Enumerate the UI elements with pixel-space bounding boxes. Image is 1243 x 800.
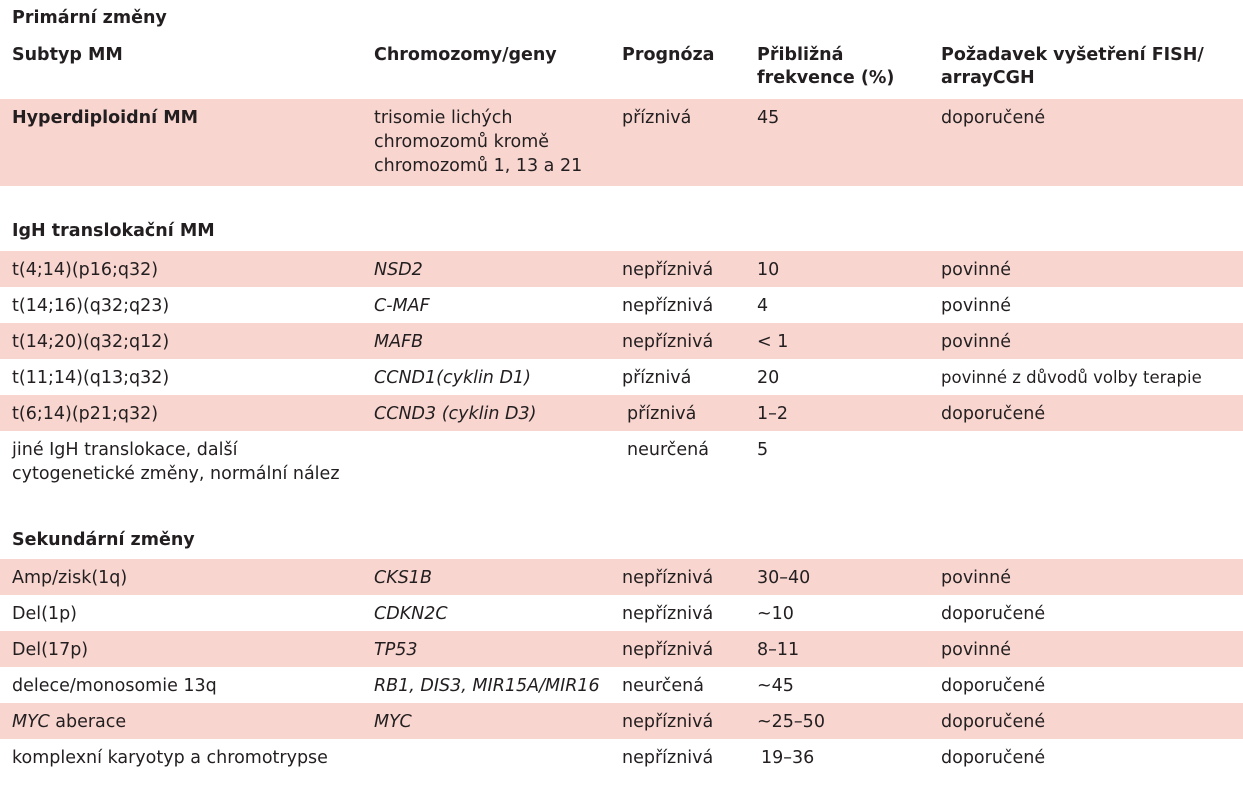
cell-genes: CKS1B	[374, 568, 432, 588]
table-row: MYC aberace MYC nepříznivá ~25–50 doporu…	[0, 703, 1243, 739]
cell-requirement: povinné	[941, 332, 1011, 352]
cell-frequency: 10	[757, 260, 780, 280]
table-row: t(6;14)(p21;q32) CCND3 (cyklin D3) přízn…	[0, 395, 1243, 431]
cell-prognosis: nepříznivá	[622, 748, 714, 768]
cell-genes: CDKN2C	[374, 604, 448, 624]
cell-subtype-rest: aberace	[49, 712, 127, 732]
cell-requirement: povinné	[941, 568, 1011, 588]
header-frequency-line2: frekvence (%)	[757, 68, 895, 88]
cell-genes: trisomie lichých chromozomů kromě chromo…	[374, 106, 582, 178]
table-row: t(14;20)(q32;q12) MAFB nepříznivá < 1 po…	[0, 323, 1243, 359]
cell-prognosis: nepříznivá	[622, 712, 714, 732]
cell-genes: CCND3 (cyklin D3)	[374, 404, 537, 424]
table-row: Del(1p) CDKN2C nepříznivá ~10 doporučené	[0, 595, 1243, 631]
header-requirement: Požadavek vyšetření FISH/ arrayCGH	[941, 44, 1204, 90]
cell-prognosis: nepříznivá	[622, 604, 714, 624]
header-requirement-line2: arrayCGH	[941, 68, 1035, 88]
section-title-igh: IgH translokační MM	[12, 221, 215, 241]
cell-frequency: 1–2	[757, 404, 789, 424]
cell-genes: RB1, DIS3, MIR15A/MIR16	[374, 676, 600, 696]
cell-prognosis: nepříznivá	[622, 332, 714, 352]
cell-genes-line3: chromozomů 1, 13 a 21	[374, 156, 583, 176]
cell-genes-line1: trisomie lichých	[374, 108, 513, 128]
cell-subtype: t(14;20)(q32;q12)	[12, 332, 170, 352]
cell-requirement: povinné	[941, 296, 1011, 316]
cell-genes: NSD2	[374, 260, 423, 280]
table-row: delece/monosomie 13q RB1, DIS3, MIR15A/M…	[0, 667, 1243, 703]
cell-prognosis: neurčená	[627, 440, 709, 460]
cell-requirement: doporučené	[941, 676, 1046, 696]
table-row: komplexní karyotyp a chromotrypse nepříz…	[0, 739, 1243, 775]
header-prognosis: Prognóza	[622, 45, 715, 65]
cell-subtype: t(14;16)(q32;q23)	[12, 296, 170, 316]
cell-requirement: doporučené	[941, 404, 1046, 424]
cell-requirement: doporučené	[941, 108, 1046, 128]
cell-frequency: 19–36	[761, 748, 815, 768]
cell-subtype-gene: MYC	[12, 712, 50, 732]
cell-frequency: 45	[757, 108, 780, 128]
cell-subtype: Del(17p)	[12, 640, 89, 660]
header-subtype: Subtyp MM	[12, 45, 123, 65]
cell-prognosis: nepříznivá	[622, 640, 714, 660]
cell-prognosis: neurčená	[622, 676, 704, 696]
header-requirement-line1: Požadavek vyšetření FISH/	[941, 45, 1204, 65]
cell-subtype: t(11;14)(q13;q32)	[12, 368, 170, 388]
cell-frequency: ~10	[757, 604, 794, 624]
table-row: Del(17p) TP53 nepříznivá 8–11 povinné	[0, 631, 1243, 667]
section-title-primary: Primární změny	[12, 8, 167, 28]
cell-genes: MYC	[374, 712, 412, 732]
cell-genes: TP53	[374, 640, 418, 660]
cell-subtype: komplexní karyotyp a chromotrypse	[12, 748, 328, 768]
cell-subtype: delece/monosomie 13q	[12, 676, 217, 696]
cell-subtype: Amp/zisk(1q)	[12, 568, 128, 588]
cell-genes: MAFB	[374, 332, 424, 352]
header-chromosomes: Chromozomy/geny	[374, 45, 557, 65]
table-row: Amp/zisk(1q) CKS1B nepříznivá 30–40 povi…	[0, 559, 1243, 595]
cell-frequency: ~25–50	[757, 712, 825, 732]
cell-requirement: povinné z důvodů volby terapie	[941, 368, 1202, 387]
cell-frequency: 30–40	[757, 568, 811, 588]
cell-subtype-line1: jiné IgH translokace, další	[12, 440, 238, 460]
header-frequency-line1: Přibližná	[757, 45, 844, 65]
table-row-hyperdiploid: Hyperdiploidní MM trisomie lichých chrom…	[0, 99, 1243, 186]
table-row: t(4;14)(p16;q32) NSD2 nepříznivá 10 povi…	[0, 251, 1243, 287]
cell-prognosis: nepříznivá	[622, 260, 714, 280]
cell-subtype-line2: cytogenetické změny, normální nález	[12, 464, 340, 484]
cell-requirement: povinné	[941, 640, 1011, 660]
cell-subtype: Hyperdiploidní MM	[12, 108, 199, 128]
cell-requirement: povinné	[941, 260, 1011, 280]
cell-frequency: 5	[757, 440, 769, 460]
header-frequency: Přibližná frekvence (%)	[757, 44, 894, 90]
cell-prognosis: příznivá	[622, 368, 692, 388]
table-row: t(14;16)(q32;q23) C-MAF nepříznivá 4 pov…	[0, 287, 1243, 323]
cell-requirement: doporučené	[941, 604, 1046, 624]
cell-prognosis: příznivá	[622, 108, 692, 128]
section-title-secondary: Sekundární změny	[12, 530, 195, 550]
cell-subtype: MYC aberace	[12, 710, 126, 734]
cell-frequency: 20	[757, 368, 780, 388]
cell-requirement: doporučené	[941, 712, 1046, 732]
cell-frequency: ~45	[757, 676, 794, 696]
cell-genes: C-MAF	[374, 296, 430, 316]
table-row: t(11;14)(q13;q32) CCND1(cyklin D1) přízn…	[0, 359, 1243, 395]
cell-prognosis: nepříznivá	[622, 296, 714, 316]
cell-subtype: t(6;14)(p21;q32)	[12, 404, 159, 424]
cell-frequency: 8–11	[757, 640, 800, 660]
cell-genes: CCND1(cyklin D1)	[374, 368, 531, 388]
cell-subtype: Del(1p)	[12, 604, 78, 624]
cell-subtype: t(4;14)(p16;q32)	[12, 260, 159, 280]
cell-subtype: jiné IgH translokace, další cytogenetick…	[12, 438, 340, 486]
cell-requirement: doporučené	[941, 748, 1046, 768]
table-row: jiné IgH translokace, další cytogenetick…	[0, 431, 1243, 491]
cell-prognosis: příznivá	[627, 404, 697, 424]
cell-frequency: < 1	[757, 332, 789, 352]
cell-genes-line2: chromozomů kromě	[374, 132, 550, 152]
cell-prognosis: nepříznivá	[622, 568, 714, 588]
cell-frequency: 4	[757, 296, 769, 316]
